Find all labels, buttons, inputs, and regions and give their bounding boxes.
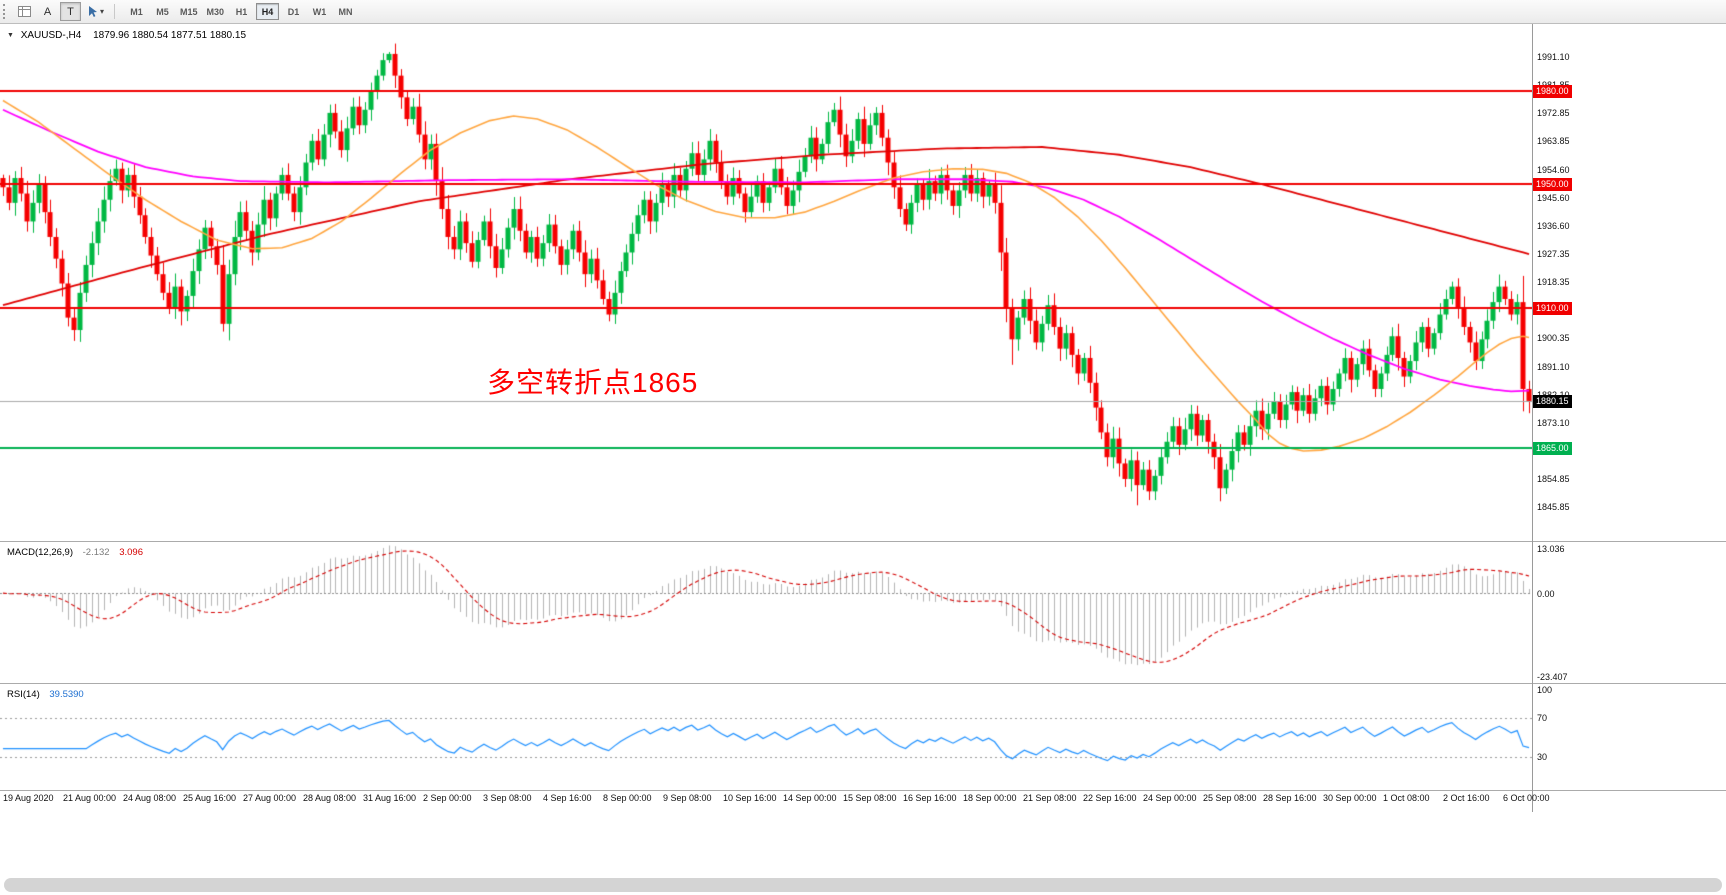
time-axis-label: 25 Aug 16:00 — [183, 793, 237, 803]
time-axis-label: 22 Sep 16:00 — [1083, 793, 1137, 803]
symbol-timeframe-label: XAUUSD-,H4 — [20, 30, 82, 41]
price-tag-1950.00: 1950.00 — [1533, 178, 1572, 192]
timeframe-button-m15[interactable]: M15 — [177, 3, 201, 20]
rsi-indicator-chart[interactable] — [0, 685, 1532, 790]
price-axis-tick: 1981.85 — [1537, 80, 1570, 91]
time-axis-label: 24 Aug 08:00 — [123, 793, 177, 803]
price-tag-1880.15: 1880.15 — [1533, 394, 1572, 408]
macd-indicator-label: MACD(12,26,9) -2.132 3.096 — [7, 547, 143, 558]
time-axis-label: 2 Oct 16:00 — [1443, 793, 1490, 803]
time-axis-label: 27 Aug 00:00 — [243, 793, 297, 803]
time-axis-label: 2 Sep 00:00 — [423, 793, 472, 803]
macd-axis-min: -23.407 — [1537, 672, 1568, 682]
rsi-name-label: RSI(14) — [7, 689, 40, 700]
toolbar: A T ▾ M1 M5 M15 M30 H1 H4 D1 W1 MN — [0, 0, 1726, 24]
price-axis-tick: 1845.85 — [1537, 502, 1570, 513]
price-axis-tick: 1863.85 — [1537, 446, 1570, 457]
price-axis-border — [1532, 24, 1533, 812]
chart-header: ▼ XAUUSD-,H4 1879.96 1880.54 1877.51 188… — [7, 30, 246, 41]
timeframe-button-h4[interactable]: H4 — [256, 3, 280, 20]
chart-annotation-text[interactable]: 多空转折点1865 — [487, 367, 699, 398]
horizontal-scrollbar-thumb[interactable] — [4, 878, 1722, 892]
price-axis-tick: 1882.10 — [1537, 389, 1570, 400]
time-axis-label: 8 Sep 00:00 — [603, 793, 652, 803]
time-axis-label: 3 Sep 08:00 — [483, 793, 532, 803]
time-axis-label: 14 Sep 00:00 — [783, 793, 837, 803]
toolbar-separator — [114, 4, 116, 19]
price-tag-1865.00: 1865.00 — [1533, 441, 1572, 455]
time-axis-label: 4 Sep 16:00 — [543, 793, 592, 803]
price-axis-tick: 1963.85 — [1537, 136, 1570, 147]
rsi-axis-tick: 100 — [1537, 684, 1553, 695]
price-axis-tick: 1918.35 — [1537, 277, 1570, 288]
time-axis-label: 19 Aug 2020 — [3, 793, 54, 803]
time-axis-label: 15 Sep 08:00 — [843, 793, 897, 803]
price-axis-tick: 1945.60 — [1537, 192, 1570, 203]
price-tag-1910.00: 1910.00 — [1533, 302, 1572, 316]
rsi-axis-tick: 30 — [1537, 751, 1548, 762]
time-axis-label: 6 Oct 00:00 — [1503, 793, 1550, 803]
rsi-axis-tick: 70 — [1537, 713, 1548, 724]
macd-signal-value: 3.096 — [119, 547, 143, 558]
ohlc-quote-label: 1879.96 1880.54 1877.51 1880.15 — [93, 30, 247, 41]
time-axis-label: 21 Sep 08:00 — [1023, 793, 1077, 803]
timeframe-button-m1[interactable]: M1 — [125, 3, 148, 20]
macd-indicator-chart[interactable] — [0, 543, 1532, 683]
time-axis-label: 24 Sep 00:00 — [1143, 793, 1197, 803]
time-axis-label: 28 Aug 08:00 — [303, 793, 357, 803]
time-axis-label: 31 Aug 16:00 — [363, 793, 417, 803]
timeframe-button-d1[interactable]: D1 — [282, 3, 305, 20]
time-axis-label: 9 Sep 08:00 — [663, 793, 712, 803]
price-axis-tick: 1927.35 — [1537, 249, 1570, 260]
draw-tools-button[interactable]: ▾ — [83, 2, 108, 21]
text-a-glyph: A — [43, 5, 52, 18]
timeframe-group: M1 M5 M15 M30 H1 H4 D1 W1 MN — [125, 3, 357, 20]
price-axis-tick: 1873.10 — [1537, 417, 1570, 428]
price-axis-tick: 1991.10 — [1537, 51, 1570, 62]
toolbar-grip-handle[interactable] — [3, 4, 7, 19]
time-axis-label: 21 Aug 00:00 — [63, 793, 117, 803]
draw-cursor-icon — [89, 6, 97, 17]
time-axis-label: 16 Sep 16:00 — [903, 793, 957, 803]
text-tool-button[interactable]: T — [60, 2, 81, 21]
macd-axis-zero: 0.00 — [1537, 588, 1555, 599]
panel-divider-main-macd[interactable] — [0, 541, 1726, 542]
time-axis-label: 1 Oct 08:00 — [1383, 793, 1430, 803]
time-axis-label: 10 Sep 16:00 — [723, 793, 777, 803]
price-axis-tick: 1954.60 — [1537, 164, 1570, 175]
price-tag-1980.00: 1980.00 — [1533, 85, 1572, 99]
main-price-chart[interactable] — [0, 26, 1532, 541]
windows-layout-button[interactable] — [14, 2, 35, 21]
panel-divider-rsi-timeaxis[interactable] — [0, 790, 1726, 791]
price-axis-tick: 1936.60 — [1537, 220, 1570, 231]
price-axis-tick: 1972.85 — [1537, 108, 1570, 119]
horizontal-scrollbar-track[interactable] — [4, 878, 1722, 892]
collapse-triangle-icon[interactable]: ▼ — [7, 32, 14, 39]
price-axis-tick: 1891.10 — [1537, 361, 1570, 372]
time-axis-label: 25 Sep 08:00 — [1203, 793, 1257, 803]
time-axis-label: 28 Sep 16:00 — [1263, 793, 1317, 803]
macd-axis-max: 13.036 — [1537, 544, 1565, 554]
price-axis-tick: 1854.85 — [1537, 474, 1570, 485]
dropdown-caret-icon: ▾ — [100, 7, 105, 16]
text-t-glyph: T — [67, 5, 74, 18]
timeframe-button-h1[interactable]: H1 — [230, 3, 253, 20]
panel-divider-macd-rsi[interactable] — [0, 683, 1726, 684]
macd-main-value: -2.132 — [82, 547, 110, 558]
timeframe-button-mn[interactable]: MN — [334, 3, 357, 20]
time-axis-label: 18 Sep 00:00 — [963, 793, 1017, 803]
timeframe-button-m5[interactable]: M5 — [151, 3, 174, 20]
macd-name-label: MACD(12,26,9) — [7, 547, 73, 558]
text-label-tool-button[interactable]: A — [37, 2, 58, 21]
timeframe-button-w1[interactable]: W1 — [308, 3, 331, 20]
rsi-indicator-label: RSI(14) 39.5390 — [7, 689, 84, 700]
grid-icon — [18, 6, 31, 17]
time-axis-label: 30 Sep 00:00 — [1323, 793, 1377, 803]
price-axis-tick: 1900.35 — [1537, 333, 1570, 344]
timeframe-button-m30[interactable]: M30 — [204, 3, 228, 20]
rsi-value: 39.5390 — [49, 689, 84, 700]
